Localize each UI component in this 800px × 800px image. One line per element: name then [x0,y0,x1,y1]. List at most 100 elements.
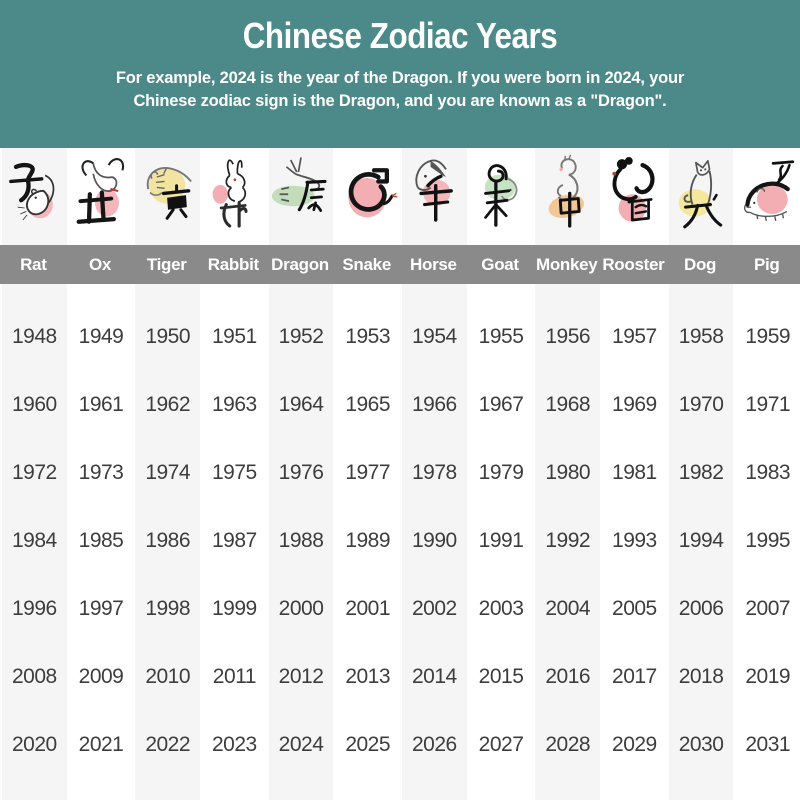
zodiac-icon-cell-pig [735,148,800,245]
zodiac-name-ox: Ox [88,254,112,274]
zodiac-icon-cell-dog [666,148,736,245]
zodiac-icon-cell-dragon [266,148,336,245]
year-cell-pig-2007: 2007 [745,597,791,620]
year-cell-dragon-2012: 2012 [278,665,324,688]
year-cell-goat-2003: 2003 [478,597,524,620]
year-cell-dog-1958: 1958 [678,325,724,348]
zodiac-name-rat: Rat [20,254,47,274]
year-cell-pig-1959: 1959 [745,325,791,348]
year-cell-monkey-2028: 2028 [545,733,591,756]
year-cell-monkey-2004: 2004 [545,597,591,620]
year-column-rat: 1948 1960 1972 1984 1996 2008 2020 [0,284,69,800]
year-cell-rabbit-2011: 2011 [212,665,257,688]
year-column-ox: 1949 1961 1973 1985 1997 2009 2021 [69,284,134,800]
year-cell-rooster-1981: 1981 [612,461,657,484]
year-cell-ox-1973: 1973 [78,461,124,484]
year-cell-rat-1984: 1984 [11,529,57,552]
year-cell-tiger-2022: 2022 [145,733,191,756]
year-cell-pig-1983: 1983 [745,461,791,484]
zodiac-icon-cell-goat [469,148,534,245]
year-column-tiger: 1950 1962 1974 1986 1998 2010 2022 [133,284,203,800]
year-cell-tiger-1986: 1986 [145,529,191,552]
year-cell-rooster-2029: 2029 [612,733,657,756]
year-cell-goat-1979: 1979 [478,461,524,484]
year-column-monkey: 1956 1968 1980 1992 2004 2016 2028 [533,284,603,800]
zodiac-icons-row [0,148,800,245]
year-cell-horse-1990: 1990 [412,529,457,552]
page-title: Chinese Zodiac Years [242,15,558,56]
year-cell-tiger-1974: 1974 [145,461,191,484]
dragon-icon [271,151,331,241]
zodiac-name-pig: Pig [753,254,780,274]
year-cell-dog-1994: 1994 [678,529,724,552]
rabbit-icon [204,151,264,241]
year-cell-tiger-1998: 1998 [145,597,191,620]
year-cell-ox-1997: 1997 [78,597,124,620]
year-cell-rabbit-1999: 1999 [211,597,257,620]
zodiac-name-tiger: Tiger [146,254,187,274]
year-cell-ox-1949: 1949 [78,325,124,348]
zodiac-name-dragon: Dragon [271,254,329,274]
zodiac-name-goat: Goat [481,254,519,274]
rooster-icon [604,151,664,241]
year-column-rabbit: 1951 1963 1975 1987 1999 2011 2023 [202,284,267,800]
year-cell-snake-1989: 1989 [345,529,391,552]
year-cell-rooster-1993: 1993 [612,529,657,552]
year-cell-dog-1970: 1970 [678,393,724,416]
year-cell-tiger-1950: 1950 [145,325,191,348]
year-column-dog: 1958 1970 1982 1994 2006 2018 2030 [666,284,736,800]
horse-icon [404,151,464,241]
year-column-goat: 1955 1967 1979 1991 2003 2015 2027 [469,284,534,800]
year-cell-monkey-1992: 1992 [545,529,591,552]
pig-icon [738,151,798,241]
year-cell-rabbit-1951: 1951 [211,325,257,348]
year-cell-snake-1953: 1953 [345,325,391,348]
year-column-dragon: 1952 1964 1976 1988 2000 2012 2024 [266,284,336,800]
rat-icon [4,151,64,241]
year-cell-goat-2015: 2015 [478,665,524,688]
year-cell-dragon-1952: 1952 [278,325,324,348]
year-cell-ox-1985: 1985 [78,529,124,552]
year-cell-dragon-2024: 2024 [278,733,324,756]
year-cell-dragon-2000: 2000 [278,597,324,620]
year-cell-monkey-1968: 1968 [545,393,591,416]
zodiac-icon-cell-snake [335,148,400,245]
zodiac-name-rooster: Rooster [602,254,665,274]
year-cell-dragon-1976: 1976 [278,461,324,484]
year-cell-rat-2008: 2008 [11,665,57,688]
year-cell-tiger-1962: 1962 [145,393,191,416]
year-cell-monkey-1956: 1956 [545,325,591,348]
zodiac-icon-cell-rooster [602,148,667,245]
year-cell-rat-1948: 1948 [11,325,57,348]
year-cell-goat-2027: 2027 [478,733,524,756]
year-cell-tiger-2010: 2010 [145,665,191,688]
zodiac-icon-cell-horse [400,148,469,245]
zodiac-icon-cell-tiger [133,148,203,245]
year-cell-rooster-1957: 1957 [612,325,657,348]
year-cell-rooster-2017: 2017 [612,665,657,688]
zodiac-icon-cell-rabbit [202,148,267,245]
year-column-rooster: 1957 1969 1981 1993 2005 2017 2029 [602,284,667,800]
year-column-snake: 1953 1965 1977 1989 2001 2013 2025 [335,284,400,800]
year-cell-dog-2006: 2006 [678,597,724,620]
subtitle-line-1: For example, 2024 is the year of the Dra… [115,69,685,87]
year-column-horse: 1954 1966 1978 1990 2002 2014 2026 [400,284,469,800]
zodiac-names-bar: Rat Ox Tiger Rabbit Dragon Snake Horse Goat Monk… [0,245,800,284]
year-cell-rat-1972: 1972 [11,461,57,484]
zodiac-name-horse: Horse [410,254,457,274]
year-cell-horse-1978: 1978 [412,461,457,484]
monkey-icon [538,151,598,241]
zodiac-name-rabbit: Rabbit [207,254,259,274]
zodiac-icon-cell-monkey [533,148,603,245]
year-cell-dragon-1964: 1964 [278,393,324,416]
year-cell-snake-1965: 1965 [345,393,391,416]
year-cell-rat-2020: 2020 [11,733,57,756]
snake-icon [338,151,398,241]
year-cell-rat-1996: 1996 [11,597,57,620]
year-cell-snake-2001: 2001 [345,597,391,620]
year-cell-snake-1977: 1977 [345,461,391,484]
dog-icon [671,151,731,241]
year-cell-pig-1995: 1995 [745,529,791,552]
year-cell-rooster-1969: 1969 [612,393,657,416]
